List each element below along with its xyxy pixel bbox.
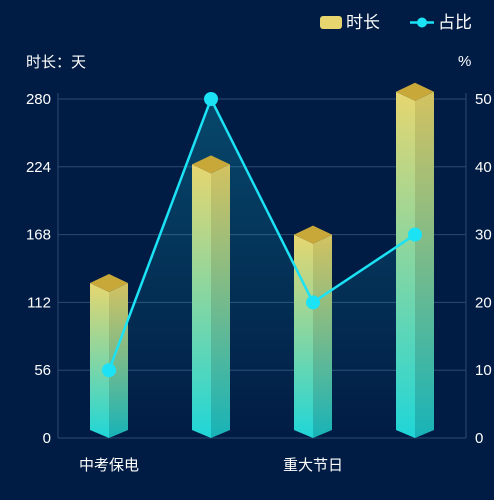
line-area	[109, 99, 415, 438]
bar-face-right	[313, 234, 332, 438]
legend-swatch-bar	[320, 16, 342, 29]
bar-face-right	[211, 164, 230, 438]
y-right-tick-label: 20	[475, 294, 492, 311]
bar-face-left	[90, 283, 109, 438]
y-right-tick-label: 30	[475, 227, 492, 244]
line-area-fill	[109, 99, 415, 438]
legend-label-line: 占比	[438, 13, 472, 32]
bar-face-left	[396, 91, 415, 438]
y-left-tick-label: 280	[26, 91, 51, 108]
bar	[90, 274, 128, 438]
legend-label-bar: 时长	[346, 13, 380, 32]
line-point	[408, 227, 422, 242]
y-right-tick-label: 40	[475, 159, 492, 176]
line-point	[204, 92, 218, 106]
line-path	[107, 95, 416, 371]
y-left-tick-label: 56	[34, 362, 51, 379]
legend: 时长 占比	[320, 13, 472, 32]
y-axis-left-label: 时长：天	[26, 54, 86, 71]
bars	[90, 82, 434, 438]
y-right-tick-label: 0	[475, 430, 483, 447]
y-right-tick-label: 10	[475, 362, 492, 379]
y-left-tick-label: 0	[43, 430, 51, 447]
line-point	[102, 363, 116, 378]
y-axis-right-ticks: 0 10 20 30 40 50	[475, 91, 492, 447]
bar-top-cap	[396, 82, 434, 101]
bar-top-cap	[90, 274, 128, 293]
y-left-tick-label: 168	[26, 227, 51, 244]
bar	[294, 225, 332, 438]
line-series	[102, 92, 422, 378]
bar	[396, 82, 434, 438]
bar-face-left	[294, 234, 313, 438]
x-axis-labels: 中考保电 重大节日	[79, 457, 343, 474]
x-tick-label: 中考保电	[79, 457, 139, 474]
bar-top-cap	[192, 155, 230, 174]
y-left-tick-label: 224	[26, 159, 51, 176]
y-right-tick-label: 50	[475, 91, 492, 108]
bar-face-right	[415, 91, 434, 438]
line-point	[306, 295, 320, 310]
bar-face-right	[109, 283, 128, 438]
bar-face-left	[192, 164, 211, 438]
y-axis-left-ticks: 0 56 112 168 224 280	[26, 91, 51, 447]
y-left-tick-label: 112	[27, 294, 51, 311]
x-tick-label: 重大节日	[283, 457, 343, 474]
bar	[192, 155, 230, 438]
legend-swatch-line-dot	[417, 17, 427, 28]
bar-top-cap	[294, 225, 332, 244]
y-axis-right-label: %	[458, 53, 471, 70]
